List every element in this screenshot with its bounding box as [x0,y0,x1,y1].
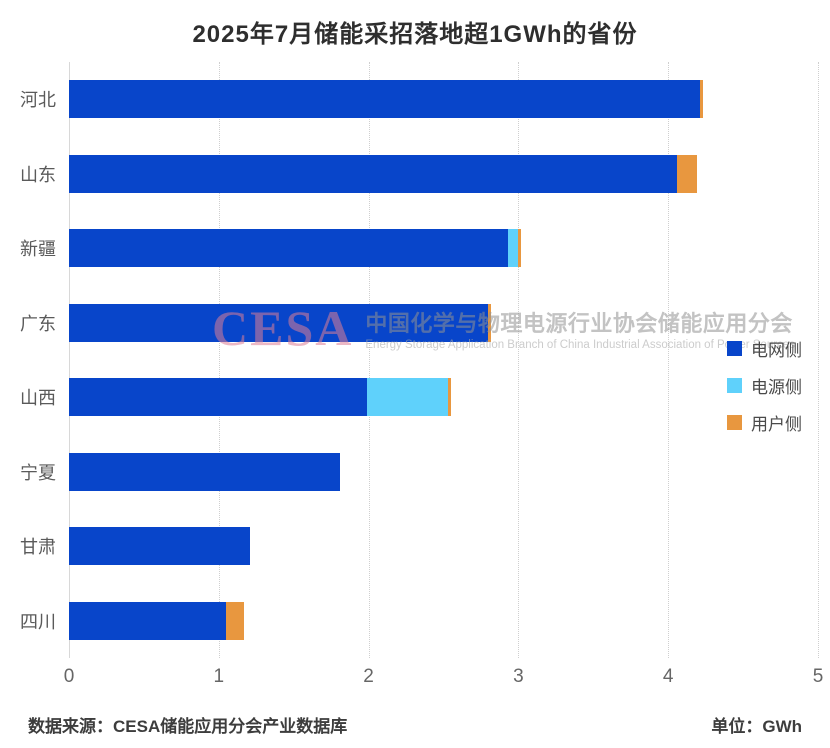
bar-row [69,286,818,361]
bar-segment [677,154,697,193]
category-label: 甘肃 [20,537,56,558]
x-tick-label: 5 [812,666,824,687]
bar-stack [69,378,818,417]
gridline [818,62,819,658]
bar-row [69,509,818,584]
x-tick-label: 2 [363,666,374,687]
bar-segment [447,378,451,417]
category-label: 广东 [20,313,56,334]
x-axis-tick-labels: 0 1 2 3 4 5 [64,666,824,690]
bar-segment [69,154,678,193]
legend-item[interactable]: 用户侧 [727,404,802,441]
bar-segment [699,80,703,119]
gridline [518,62,520,658]
category-label: 新疆 [20,239,56,260]
gridline [668,62,670,658]
bar-segment [69,378,368,417]
legend-swatch [727,378,742,393]
y-axis-category-labels: 河北山东新疆广东山西宁夏甘肃四川 [0,62,58,658]
x-tick-label: 0 [63,666,75,687]
bar-segment [69,601,227,640]
chart-title: 2025年7月储能采招落地超1GWh的省份 [192,21,638,48]
legend-swatch [727,415,742,430]
bar-segment [488,303,492,342]
data-source-label: 数据来源：CESA储能应用分会产业数据库 [28,717,348,736]
category-label: 山东 [20,164,56,185]
bar-stack [69,452,818,491]
x-tick-label: 3 [513,666,524,687]
legend: 电网侧 电源侧 用户侧 [727,330,802,441]
bar-row [69,584,818,659]
bar-row [69,211,818,286]
bar-row [69,62,818,137]
gridline [368,62,370,658]
y-axis-line [69,62,70,658]
bar-segment [226,601,245,640]
bar-segment [69,229,508,268]
bar-stack [69,80,818,119]
bar-segment [69,527,251,566]
bar-row [69,435,818,510]
legend-swatch [727,341,742,356]
bar-stack [69,303,818,342]
footer: 数据来源：CESA储能应用分会产业数据库 单位：GWh [0,712,830,742]
bars-container [69,62,818,658]
category-label: 宁夏 [20,462,56,483]
bar-segment [367,378,448,417]
bar-segment [69,303,489,342]
legend-label: 用户侧 [751,415,802,434]
bar-row [69,137,818,212]
unit-label: 单位：GWh [711,717,802,736]
category-label: 山西 [20,388,56,409]
bar-segment [69,80,700,119]
x-tick-label: 1 [213,666,225,687]
gridline [218,62,220,658]
bar-row [69,360,818,435]
bar-segment [518,229,522,268]
x-tick-label: 4 [662,666,674,687]
plot-area [69,62,819,658]
bar-stack [69,154,818,193]
legend-item[interactable]: 电网侧 [727,330,802,367]
category-label: 河北 [20,90,56,111]
bar-segment [69,452,341,491]
legend-item[interactable]: 电源侧 [727,367,802,404]
bar-stack [69,229,818,268]
category-label: 四川 [20,611,56,632]
bar-stack [69,527,818,566]
legend-label: 电源侧 [751,378,802,397]
bar-stack [69,601,818,640]
bar-segment [507,229,519,268]
legend-label: 电网侧 [751,341,802,360]
